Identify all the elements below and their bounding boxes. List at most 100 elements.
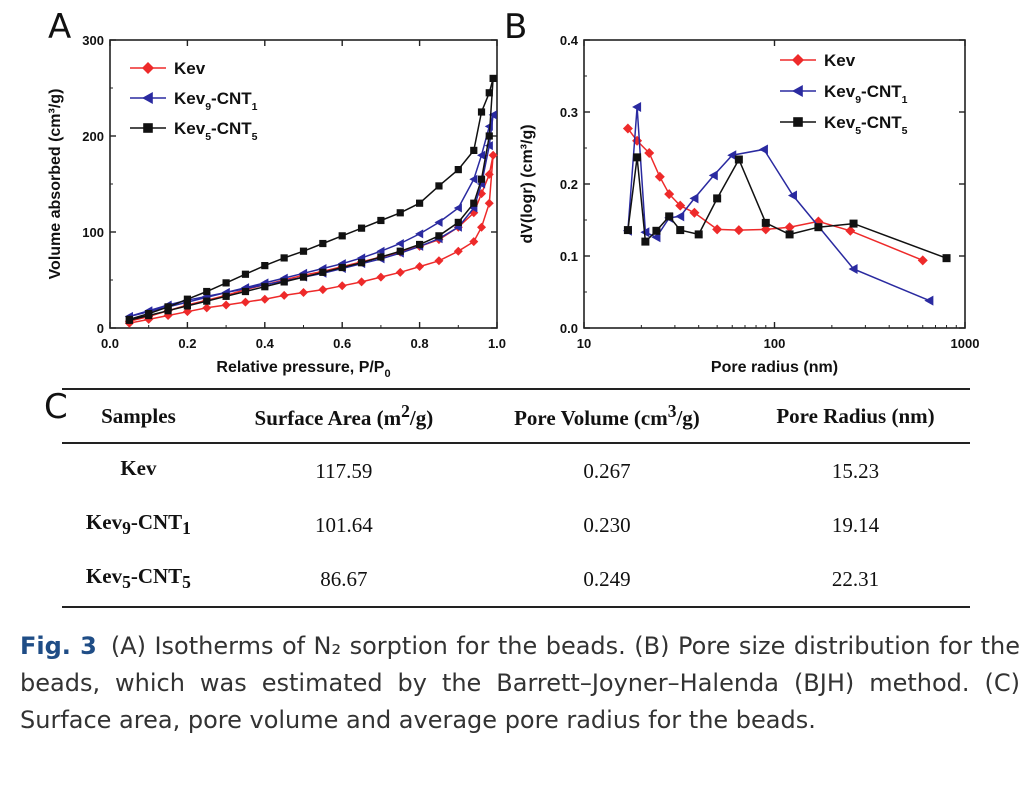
data-point [164, 307, 172, 315]
surface-area-cell: 86.67 [320, 566, 368, 591]
data-point [694, 230, 703, 239]
data-point [727, 150, 737, 161]
series-0 [622, 123, 928, 266]
data-point [377, 216, 385, 225]
y-tick-label: 0.0 [560, 321, 578, 336]
data-point [164, 303, 172, 311]
data-point [917, 255, 928, 266]
data-point [319, 268, 327, 276]
data-point [484, 198, 494, 208]
data-point [376, 272, 386, 282]
data-point [396, 209, 404, 217]
data-point [260, 294, 270, 304]
pore-radius-cell: 15.23 [831, 458, 880, 483]
caption-label: Fig. 3 [20, 632, 97, 660]
x-tick-label: 0.0 [101, 336, 119, 351]
series-1 [124, 110, 497, 321]
data-point [712, 224, 723, 235]
data-point [675, 200, 686, 211]
data-point [435, 232, 443, 240]
data-point [221, 300, 231, 310]
data-point [484, 141, 493, 151]
data-point [280, 254, 288, 262]
data-point [654, 171, 665, 182]
panel-c-label: C [44, 387, 68, 427]
data-point [665, 212, 674, 221]
data-point [125, 315, 133, 323]
x-tick-label: 0.2 [178, 336, 196, 351]
data-point [299, 247, 308, 255]
data-point [469, 174, 478, 184]
y-tick-label: 100 [82, 225, 104, 240]
y-tick-label: 300 [82, 33, 104, 48]
series-2 [623, 153, 951, 263]
table-row: Kev 117.59 0.267 15.23 [62, 443, 970, 498]
sample-cell: Kev [120, 456, 157, 481]
x-axis-label: Relative pressure, P/P0 [216, 359, 390, 380]
data-point [787, 190, 797, 201]
sample-cell: Kev5-CNT5 [85, 564, 191, 593]
data-point [622, 123, 633, 134]
data-point [477, 150, 486, 160]
series-line [129, 114, 494, 318]
pore-volume-cell: 0.230 [583, 512, 631, 537]
isotherm-chart: 0.0 0.2 0.4 0.6 0.8 1.0 0 100 200 300 Relative pre… [47, 33, 506, 380]
legend-marker [792, 54, 804, 66]
data-point [280, 278, 288, 286]
y-tick-label: 0.2 [560, 177, 578, 192]
legend-marker [142, 92, 153, 104]
data-point [357, 224, 366, 232]
data-point [299, 273, 308, 281]
panel-b-label: B [504, 7, 528, 47]
data-point [689, 207, 700, 218]
data-point [183, 295, 191, 303]
pore-volume-cell: 0.249 [583, 566, 631, 591]
data-point [337, 281, 347, 291]
data-point [395, 239, 404, 249]
x-tick-label: 100 [764, 336, 786, 351]
data-point [377, 253, 385, 261]
data-point [434, 256, 444, 266]
pore-size-chart: 10 100 1000 0.0 0.1 0.2 0.3 0.4 Pore radius (nm)… [519, 33, 979, 376]
surface-area-cell: 117.59 [315, 458, 373, 483]
data-point [203, 297, 211, 305]
data-point [488, 150, 498, 160]
data-point [318, 285, 328, 295]
legend-label: Kev [174, 59, 206, 78]
data-point [470, 146, 478, 154]
legend-marker [792, 85, 803, 97]
pore-radius-cell: 19.14 [831, 512, 880, 537]
data-point [849, 219, 858, 228]
y-tick-label: 0.4 [560, 33, 579, 48]
figure-caption: Fig. 3 (A) Isotherms of N₂ sorption for t… [20, 628, 1020, 739]
data-point [734, 155, 743, 164]
data-point [183, 302, 191, 310]
data-point [489, 74, 497, 82]
data-point [261, 283, 269, 291]
header-pore-volume: Pore Volume (cm3/g) [514, 401, 700, 430]
data-point [633, 153, 642, 162]
legend-label: Kev5-CNT5 [824, 113, 908, 137]
data-point [675, 211, 685, 222]
legend-label: Kev [824, 51, 856, 70]
legend-marker [793, 117, 803, 127]
data-point [848, 263, 858, 274]
data-point [454, 166, 462, 174]
x-tick-label: 1.0 [488, 336, 506, 351]
data-point [279, 290, 289, 300]
data-point [676, 226, 685, 235]
data-point [338, 232, 346, 240]
y-axis-label: dV(logr) (cm³/g) [519, 124, 536, 243]
data-point [453, 203, 462, 213]
data-point [485, 89, 493, 97]
data-point [484, 121, 493, 131]
data-point [453, 246, 463, 256]
data-point [203, 287, 211, 296]
data-point [145, 310, 153, 318]
data-point [240, 297, 250, 307]
header-surface-area: Surface Area (m2/g) [254, 401, 434, 430]
data-point [434, 217, 443, 227]
data-point [357, 277, 367, 287]
data-point [477, 175, 486, 183]
data-point [319, 239, 327, 248]
